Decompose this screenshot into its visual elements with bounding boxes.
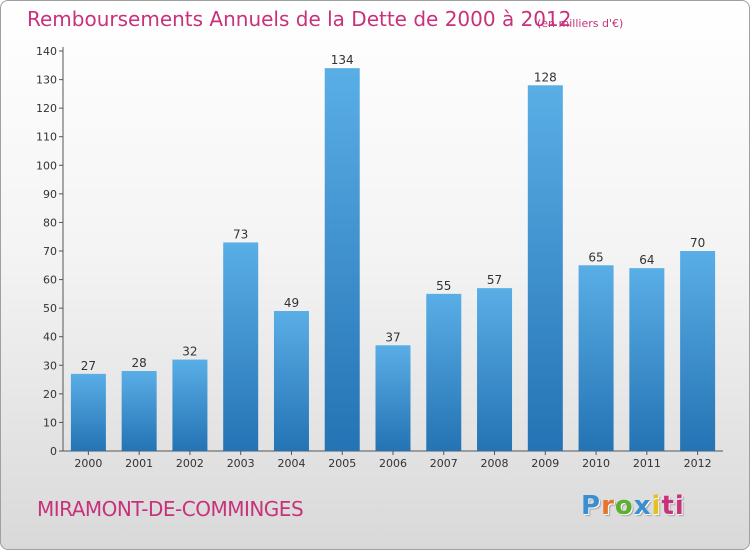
bar-2004 <box>273 311 309 451</box>
bar-2007 <box>426 293 462 451</box>
y-tick-label: 0 <box>50 445 57 458</box>
value-label-2012: 70 <box>690 236 705 250</box>
value-label-2001: 28 <box>132 356 147 370</box>
x-tick-label: 2011 <box>633 457 661 470</box>
value-label-2005: 134 <box>331 53 354 67</box>
x-tick-label: 2005 <box>328 457 356 470</box>
y-tick-label: 90 <box>43 188 57 201</box>
axes: 0 10 20 30 40 50 60 70 80 90 100 110 120 130 140 2000 20… <box>36 45 723 470</box>
y-tick-label: 110 <box>36 131 57 144</box>
bar-2010 <box>578 265 614 451</box>
y-tick-label: 40 <box>43 331 57 344</box>
x-tick-label: 2000 <box>74 457 102 470</box>
x-tick-label: 2009 <box>531 457 559 470</box>
value-label-2003: 73 <box>233 227 248 241</box>
value-label-2004: 49 <box>284 296 299 310</box>
value-label-2007: 55 <box>436 279 451 293</box>
x-tick-label: 2010 <box>582 457 610 470</box>
value-label-2008: 57 <box>487 273 502 287</box>
value-labels: 27 28 32 73 49 134 37 55 57 128 65 64 70 <box>81 53 706 373</box>
bar-2009 <box>527 85 563 452</box>
value-label-2011: 64 <box>639 253 654 267</box>
bar-2002 <box>172 359 208 451</box>
x-tick-label: 2012 <box>684 457 712 470</box>
y-tick-label: 10 <box>43 416 57 429</box>
x-tick-label: 2001 <box>125 457 153 470</box>
y-tick-label: 120 <box>36 102 57 115</box>
y-tick-label: 100 <box>36 159 57 172</box>
chart-title: Remboursements Annuels de la Dette de 20… <box>27 7 572 31</box>
value-label-2006: 37 <box>385 330 400 344</box>
y-tick-label: 60 <box>43 274 57 287</box>
y-tick-label: 70 <box>43 245 57 258</box>
bar-2000 <box>70 373 106 451</box>
y-tick-label: 130 <box>36 74 57 87</box>
city-name: MIRAMONT-DE-COMMINGES <box>37 497 304 521</box>
bar-2003 <box>223 242 259 451</box>
value-label-2000: 27 <box>81 359 96 373</box>
x-tick-label: 2004 <box>277 457 305 470</box>
value-label-2010: 65 <box>588 250 603 264</box>
x-tick-label: 2008 <box>481 457 509 470</box>
bar-2006 <box>375 345 411 451</box>
bar-2011 <box>629 268 665 451</box>
value-label-2009: 128 <box>534 70 557 84</box>
bars <box>70 68 716 452</box>
x-tick-label: 2003 <box>227 457 255 470</box>
y-tick-label: 80 <box>43 216 57 229</box>
x-tick-label: 2007 <box>430 457 458 470</box>
bar-2005 <box>324 68 360 452</box>
bar-2012 <box>680 251 716 451</box>
y-tick-label: 30 <box>43 359 57 372</box>
y-tick-label: 20 <box>43 388 57 401</box>
y-tick-label: 140 <box>36 45 57 58</box>
value-label-2002: 32 <box>182 345 197 359</box>
x-tick-label: 2002 <box>176 457 204 470</box>
y-tick-label: 50 <box>43 302 57 315</box>
x-tick-label: 2006 <box>379 457 407 470</box>
bar-2008 <box>477 288 513 451</box>
proxiti-logo: Proxiti <box>581 491 685 521</box>
bar-2001 <box>121 371 157 451</box>
chart-subtitle: (en milliers d'€) <box>537 17 624 30</box>
